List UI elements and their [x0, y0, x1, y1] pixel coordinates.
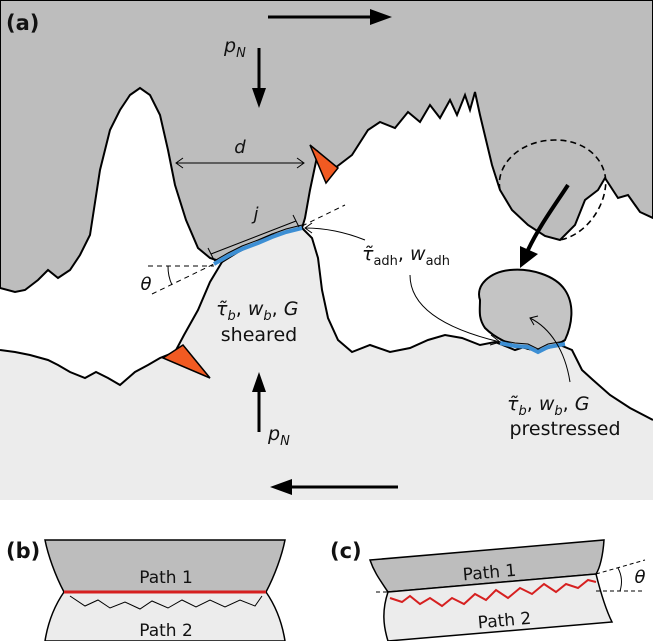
debris-origin-outline [498, 139, 607, 241]
shear-arrowhead-top [370, 9, 392, 25]
junction-length-label: j [250, 204, 258, 225]
panel-a: d j θ pN pN τ̃adh, wadh [0, 0, 653, 500]
debris-motion-arrowhead [520, 246, 538, 268]
pressure-arrowhead-top [252, 88, 266, 108]
pressure-label-top: pN [223, 35, 246, 61]
debris-motion-arrow [526, 183, 570, 251]
adhesion-pointer [304, 227, 366, 241]
distance-arrow-left [175, 157, 184, 169]
debris-contact-patch-outline [499, 339, 566, 350]
prestressed-props-label: τ̃b, wb, G [507, 393, 589, 419]
wedge-bottom [161, 344, 211, 379]
junction-length-line [210, 220, 297, 255]
debris-particle [478, 268, 573, 351]
distance-arrow-right [296, 157, 305, 169]
prestressed-pointer-head [529, 315, 539, 326]
panel-c-path1-label: Path 1 [462, 561, 517, 586]
junction-contact [213, 226, 303, 266]
shear-arrowhead-bottom [270, 479, 292, 495]
distance-label: d [234, 137, 246, 158]
junction-length-cap-right [292, 214, 300, 228]
theta-inclined-ref [151, 263, 215, 295]
panel-c-fracture-path [389, 578, 597, 608]
junction-extension [301, 204, 346, 227]
panel-c-path2-label: Path 2 [477, 609, 532, 634]
pressure-arrowhead-bottom [252, 372, 266, 392]
bottom-surface-line [0, 261, 223, 387]
sheared-props-label: τ̃b, wb, G [216, 298, 298, 324]
panel-c-theta-arc [617, 567, 622, 592]
panel-b-crack-lines [69, 595, 263, 610]
pressure-label-bottom: pN [267, 423, 290, 449]
theta-arc [167, 265, 173, 286]
top-body [0, 0, 653, 294]
theta-label: θ [140, 274, 151, 295]
panel-c-theta-label: θ [634, 567, 645, 588]
panel-b-path2-label: Path 2 [139, 621, 193, 641]
adhesion-pointer-head [304, 222, 313, 234]
panel-a-label: (a) [6, 11, 39, 35]
sheared-caption: sheared [221, 324, 297, 346]
bottom-surface-line-right [301, 227, 653, 421]
panel-b-path1-label: Path 1 [139, 568, 193, 588]
panel-c-ref-inclined [595, 559, 646, 575]
panel-b-label: (b) [6, 539, 40, 563]
wedge-top [309, 144, 340, 185]
prestressed-caption: prestressed [509, 418, 620, 440]
adhesion-label: τ̃adh, wadh [362, 243, 450, 269]
panel-c: (c) θ Path 1 Path 2 [330, 539, 646, 641]
debris-contact-patch [499, 341, 566, 355]
panel-c-label: (c) [330, 539, 362, 563]
prestressed-pointer [529, 317, 571, 383]
panel-b: (b) Path 1 Path 2 [6, 539, 286, 641]
adhesion-pointer-debris [409, 274, 501, 343]
adhesion-pointer-debris-head [489, 334, 502, 346]
junction-length-cap-left [207, 247, 215, 261]
junction-contact-outline [213, 224, 303, 262]
